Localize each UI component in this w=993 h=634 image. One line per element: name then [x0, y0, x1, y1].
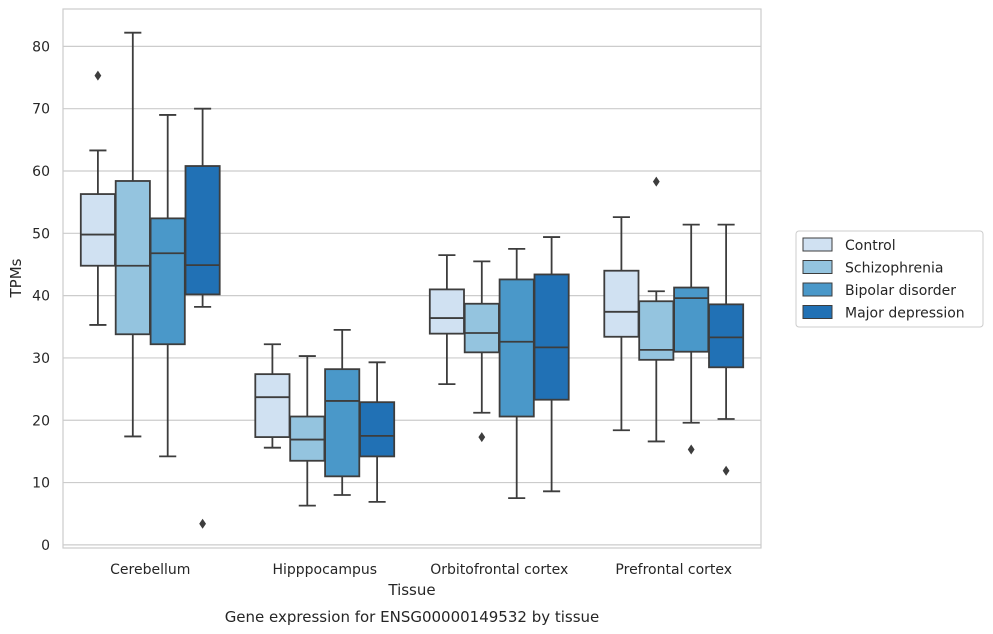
- legend-entry: Major depression: [845, 306, 965, 322]
- box-plot: [324, 329, 361, 496]
- box-plot: [114, 31, 151, 438]
- outlier-point: [722, 465, 730, 476]
- outlier-point: [94, 70, 102, 81]
- y-tick-label: 0: [41, 538, 50, 554]
- outlier-point: [478, 432, 486, 443]
- box-iqr: [638, 300, 675, 361]
- box-iqr: [79, 193, 116, 267]
- box-iqr: [708, 303, 745, 369]
- box-plot: [428, 254, 465, 386]
- legend-swatch: [802, 282, 833, 297]
- box-plot: [254, 343, 291, 449]
- y-tick-label: 10: [32, 476, 50, 492]
- box-plot: [673, 223, 710, 455]
- legend-entry: Schizophrenia: [845, 261, 943, 277]
- y-tick-label: 40: [32, 289, 50, 305]
- box-plot: [463, 260, 500, 443]
- y-tick-label: 60: [32, 164, 50, 180]
- box-plot: [359, 361, 396, 503]
- x-tick-label: Hipppocampus: [272, 562, 377, 578]
- x-tick-labels: Cerebellum Hipppocampus Orbitofrontal cort…: [110, 562, 732, 578]
- legend-swatch: [802, 305, 833, 319]
- x-axis-label: Tissue: [387, 581, 435, 599]
- box-iqr: [603, 269, 640, 338]
- plot-frame: [62, 8, 762, 549]
- y-tick-label: 50: [32, 226, 50, 242]
- box-plot: [289, 355, 326, 507]
- x-tick-label: Prefrontal cortex: [615, 562, 732, 578]
- box-iqr: [149, 217, 186, 346]
- box-iqr: [498, 278, 535, 418]
- y-tick-label: 80: [32, 39, 50, 55]
- x-tick-label: Cerebellum: [110, 562, 190, 578]
- box-plot: [638, 176, 675, 443]
- legend-entry: Control: [845, 238, 896, 254]
- box-iqr: [673, 286, 710, 353]
- box-iqr: [359, 401, 396, 458]
- legend-entry: Bipolar disorder: [845, 283, 956, 299]
- outlier-point: [652, 176, 660, 187]
- box-plot: [533, 236, 570, 493]
- chart-caption: Gene expression for ENSG00000149532 by t…: [225, 608, 600, 626]
- box-iqr: [533, 273, 570, 401]
- box-plots: [79, 31, 745, 529]
- box-plot: [149, 114, 186, 458]
- box-iqr: [289, 415, 326, 462]
- legend-swatch: [802, 237, 833, 252]
- y-tick-label: 30: [32, 351, 50, 367]
- y-tick-label: 70: [32, 102, 50, 118]
- box-plot: [79, 70, 116, 326]
- box-iqr: [184, 165, 221, 296]
- legend-swatch: [802, 260, 833, 274]
- legend: Control Schizophrenia Bipolar disorder Majo…: [795, 230, 984, 328]
- y-tick-label: 20: [32, 413, 50, 429]
- box-plot: [498, 248, 535, 500]
- x-tick-label: Orbitofrontal cortex: [430, 562, 568, 578]
- box-plot: [708, 223, 745, 476]
- box-plot: [603, 216, 640, 432]
- box-iqr: [428, 288, 465, 335]
- y-axis-label: TPMs: [7, 258, 25, 298]
- box-iqr: [324, 368, 361, 478]
- box-iqr: [463, 302, 500, 354]
- legend-frame: [795, 230, 984, 328]
- box-iqr: [114, 180, 151, 336]
- y-tick-labels: 0 10 20 30 40 50 60 70 80: [32, 39, 50, 553]
- box-plot: [184, 107, 221, 529]
- box-iqr: [254, 373, 291, 438]
- outlier-point: [199, 518, 206, 529]
- outlier-point: [687, 444, 695, 455]
